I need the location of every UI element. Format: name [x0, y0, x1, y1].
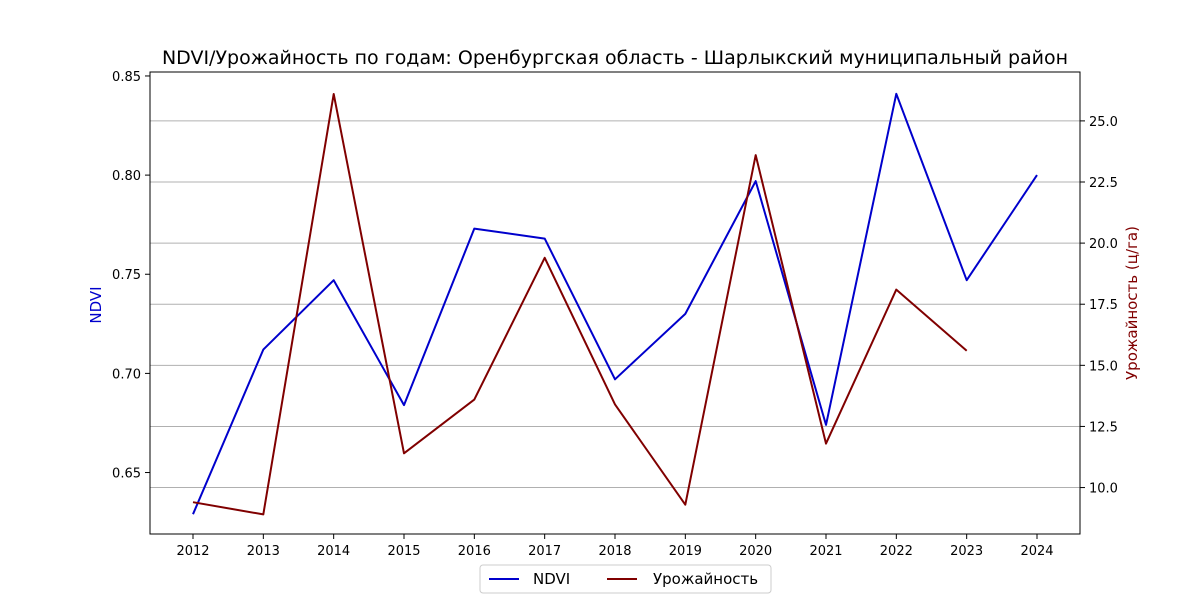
series-layer [192, 92, 1038, 516]
legend-label-ndvi: NDVI [533, 570, 570, 588]
x-tick-label: 2021 [809, 544, 842, 559]
x-tick-label: 2019 [669, 544, 702, 559]
left-tick-label: 0.65 [112, 467, 141, 482]
left-tick-label: 0.70 [112, 367, 141, 382]
left-tick-label: 0.75 [112, 268, 141, 283]
x-tick-label: 2015 [387, 544, 420, 559]
grid-lines [150, 120, 1080, 489]
x-tick-label: 2023 [950, 544, 983, 559]
x-tick-label: 2016 [458, 544, 491, 559]
legend-label-yield: Урожайность [653, 570, 758, 588]
x-tick-label: 2024 [1020, 544, 1053, 559]
right-tick-label: 22.5 [1089, 176, 1118, 191]
chart-title: NDVI/Урожайность по годам: Оренбургская … [162, 47, 1068, 69]
x-tick-label: 2017 [528, 544, 561, 559]
legend: NDVI Урожайность [479, 564, 772, 594]
right-axis-label: Урожайность (ц/га) [1123, 226, 1141, 380]
left-tick-label: 0.85 [112, 70, 141, 85]
right-tick-label: 10.0 [1089, 482, 1118, 497]
x-tick-label: 2018 [598, 544, 631, 559]
right-y-axis: 10.0 12.5 15.0 17.5 20.0 22.5 25.0 [1080, 115, 1118, 497]
x-tick-label: 2012 [176, 544, 209, 559]
left-tick-label: 0.80 [112, 169, 141, 184]
right-tick-label: 15.0 [1089, 359, 1118, 374]
right-tick-label: 12.5 [1089, 420, 1118, 435]
x-tick-label: 2013 [247, 544, 280, 559]
plot-frame [149, 71, 1081, 535]
left-axis-label: NDVI [87, 286, 105, 323]
left-y-axis: 0.65 0.70 0.75 0.80 0.85 [112, 70, 150, 482]
x-tick-label: 2014 [317, 544, 350, 559]
series-line-yield [192, 93, 968, 516]
right-tick-label: 25.0 [1089, 115, 1118, 130]
right-tick-label: 20.0 [1089, 237, 1118, 252]
right-tick-label: 17.5 [1089, 298, 1118, 313]
x-axis: 2012 2013 2014 2015 2016 2017 2018 2019 2020 2021… [176, 534, 1054, 559]
x-tick-label: 2020 [739, 544, 772, 559]
x-tick-label: 2022 [880, 544, 913, 559]
